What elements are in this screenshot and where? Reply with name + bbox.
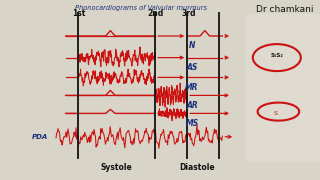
Text: AS: AS [186, 63, 198, 72]
Bar [246, 14, 320, 162]
Text: S: S [273, 111, 277, 116]
Text: MR: MR [185, 83, 199, 92]
Text: 1st: 1st [72, 9, 85, 18]
Text: 2nd: 2nd [148, 9, 164, 18]
Text: Diastole: Diastole [179, 163, 215, 172]
Text: PDA: PDA [32, 134, 48, 140]
Text: N: N [189, 41, 195, 50]
Text: Phonocardiograms of Valvular murmurs: Phonocardiograms of Valvular murmurs [75, 4, 207, 10]
Text: 3rd: 3rd [181, 9, 196, 18]
Text: S₁S₂: S₁S₂ [270, 53, 283, 58]
Text: AR: AR [186, 101, 198, 110]
Text: Systole: Systole [101, 163, 133, 172]
Text: MS: MS [185, 119, 199, 128]
Text: Dr chamkani: Dr chamkani [256, 4, 314, 14]
